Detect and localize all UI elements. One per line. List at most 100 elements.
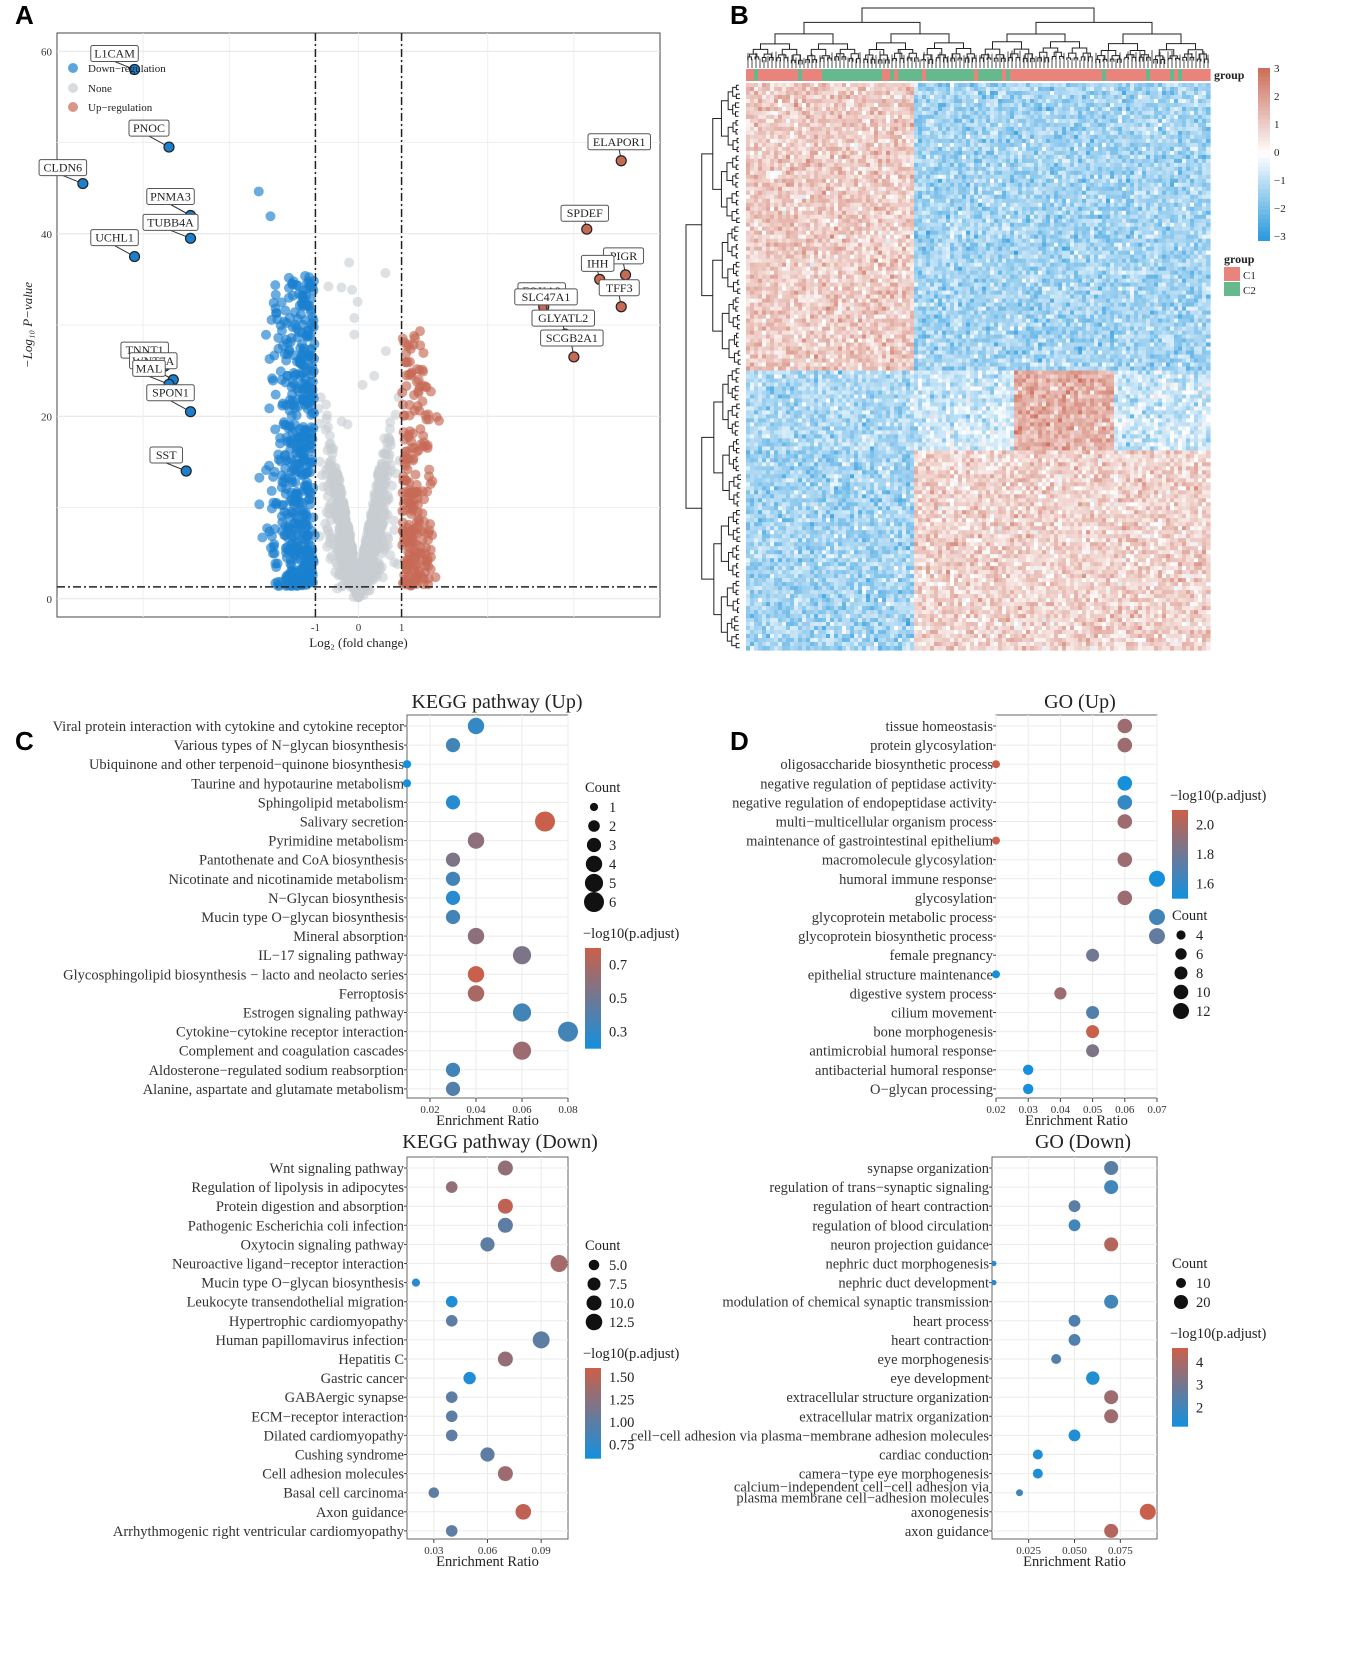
point-up bbox=[404, 400, 415, 411]
heatmap-cell bbox=[850, 162, 855, 168]
point-down bbox=[291, 486, 302, 497]
heatmap-cell bbox=[854, 130, 859, 136]
heatmap-cell bbox=[1206, 118, 1211, 124]
heatmap-cell bbox=[1066, 91, 1071, 96]
heatmap-cell bbox=[1074, 142, 1079, 148]
heatmap-cell bbox=[898, 158, 903, 164]
heatmap-cell bbox=[926, 83, 931, 88]
heatmap-cell bbox=[886, 146, 891, 152]
point-none bbox=[366, 532, 377, 543]
heatmap-cell bbox=[754, 95, 759, 100]
heatmap-cell bbox=[1118, 130, 1123, 136]
heatmap-cell bbox=[750, 87, 755, 92]
heatmap-cell bbox=[1206, 95, 1211, 100]
point-down bbox=[300, 383, 311, 394]
heatmap-cell bbox=[994, 95, 999, 100]
heatmap-cell bbox=[766, 142, 771, 148]
point-none bbox=[377, 484, 388, 495]
heatmap-cell bbox=[1006, 114, 1011, 120]
heatmap-cell bbox=[870, 114, 875, 120]
heatmap-cell bbox=[1138, 138, 1143, 144]
heatmap-cell bbox=[1074, 99, 1079, 104]
heatmap-cell bbox=[1030, 107, 1035, 112]
heatmap-cell bbox=[1010, 114, 1015, 120]
heatmap-cell bbox=[806, 103, 811, 108]
heatmap-cell bbox=[1146, 158, 1151, 164]
heatmap-cell bbox=[906, 103, 911, 108]
heatmap-cell bbox=[1094, 162, 1099, 168]
heatmap-cell bbox=[1186, 142, 1191, 148]
heatmap-cell bbox=[1154, 138, 1159, 144]
point-up bbox=[417, 534, 428, 545]
heatmap-cell bbox=[922, 138, 927, 144]
point-up bbox=[406, 370, 417, 381]
heatmap-cell bbox=[766, 103, 771, 108]
heatmap-cell bbox=[966, 118, 971, 124]
heatmap-cell bbox=[998, 99, 1003, 104]
heatmap-cell bbox=[942, 126, 947, 132]
heatmap-cell bbox=[922, 107, 927, 112]
heatmap-cell bbox=[1030, 138, 1035, 144]
heatmap-cell bbox=[998, 138, 1003, 144]
heatmap-cell bbox=[1138, 150, 1143, 156]
point-none bbox=[343, 546, 354, 557]
heatmap-cell bbox=[926, 91, 931, 96]
heatmap-cell bbox=[918, 95, 923, 100]
heatmap-cell bbox=[1142, 142, 1147, 148]
heatmap-cell bbox=[918, 154, 923, 160]
heatmap-cell bbox=[1146, 103, 1151, 108]
point-down bbox=[305, 490, 316, 501]
heatmap-cell bbox=[770, 107, 775, 112]
heatmap-cell bbox=[950, 118, 955, 124]
heatmap-cell bbox=[834, 103, 839, 108]
heatmap-cell bbox=[970, 158, 975, 164]
heatmap-cell bbox=[1134, 158, 1139, 164]
point-down-labeled bbox=[163, 141, 175, 153]
heatmap-cell bbox=[886, 122, 891, 128]
heatmap-cell bbox=[1034, 107, 1039, 112]
heatmap-cell bbox=[922, 91, 927, 96]
heatmap-cell bbox=[902, 126, 907, 132]
x-tick-label: 1 bbox=[399, 622, 405, 634]
heatmap-cell bbox=[894, 138, 899, 144]
heatmap-cell bbox=[1078, 122, 1083, 128]
heatmap-cell bbox=[1206, 87, 1211, 92]
heatmap-cell bbox=[1150, 146, 1155, 152]
heatmap-cell bbox=[954, 150, 959, 156]
heatmap-cell bbox=[1134, 162, 1139, 168]
heatmap-cell bbox=[858, 170, 863, 176]
heatmap-cell bbox=[754, 154, 759, 160]
heatmap-cell bbox=[1090, 83, 1095, 88]
heatmap-cell bbox=[966, 150, 971, 156]
heatmap-cell bbox=[1122, 126, 1127, 132]
heatmap-cell bbox=[1130, 134, 1135, 140]
heatmap-cell bbox=[970, 150, 975, 156]
heatmap-cell bbox=[1106, 87, 1111, 92]
heatmap-cell bbox=[1058, 158, 1063, 164]
heatmap-cell bbox=[798, 91, 803, 96]
heatmap-cell bbox=[994, 118, 999, 124]
y-tick-label: 20 bbox=[41, 411, 53, 423]
heatmap-cell bbox=[922, 87, 927, 92]
heatmap-cell bbox=[878, 142, 883, 148]
heatmap-cell bbox=[986, 118, 991, 124]
heatmap-cell bbox=[786, 107, 791, 112]
heatmap-cell bbox=[1194, 150, 1199, 156]
heatmap-cell bbox=[982, 138, 987, 144]
heatmap-cell bbox=[858, 150, 863, 156]
heatmap-cell bbox=[1062, 154, 1067, 160]
point-down bbox=[282, 508, 293, 519]
heatmap-cell bbox=[1078, 99, 1083, 104]
heatmap-cell bbox=[842, 146, 847, 152]
heatmap-cell bbox=[1166, 103, 1171, 108]
heatmap-cell bbox=[886, 130, 891, 136]
point-down bbox=[283, 292, 294, 303]
heatmap-cell bbox=[1046, 154, 1051, 160]
heatmap-cell bbox=[814, 103, 819, 108]
heatmap-cell bbox=[1062, 103, 1067, 108]
heatmap-cell bbox=[822, 150, 827, 156]
heatmap-cell bbox=[798, 162, 803, 168]
heatmap-cell bbox=[834, 138, 839, 144]
heatmap-cell bbox=[854, 134, 859, 140]
